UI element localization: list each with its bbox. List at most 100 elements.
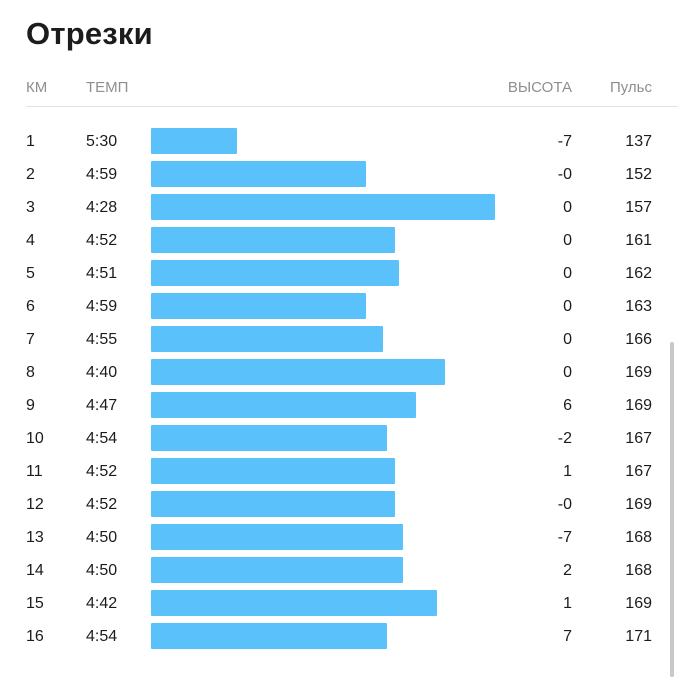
splits-table-header: КМ ТЕМП ВЫСОТА Пульс bbox=[0, 79, 678, 101]
split-row[interactable]: 7 4:55 0 166 bbox=[0, 324, 678, 357]
split-km: 1 bbox=[26, 133, 35, 151]
split-elevation: 1 bbox=[563, 595, 572, 613]
column-header-heart-rate: Пульс bbox=[610, 79, 652, 96]
column-header-elevation: ВЫСОТА bbox=[508, 79, 572, 96]
scrollbar[interactable] bbox=[670, 342, 674, 677]
split-pace-bar bbox=[151, 359, 445, 385]
column-header-km: КМ bbox=[26, 79, 47, 96]
split-heart-rate: 161 bbox=[625, 232, 652, 250]
split-elevation: -0 bbox=[558, 166, 572, 184]
column-header-pace: ТЕМП bbox=[86, 79, 128, 96]
split-heart-rate: 169 bbox=[625, 496, 652, 514]
split-elevation: -7 bbox=[558, 133, 572, 151]
split-elevation: 2 bbox=[563, 562, 572, 580]
split-pace-bar bbox=[151, 491, 395, 517]
split-pace: 5:30 bbox=[86, 133, 117, 151]
split-elevation: -2 bbox=[558, 430, 572, 448]
split-elevation: 0 bbox=[563, 199, 572, 217]
split-elevation: 0 bbox=[563, 265, 572, 283]
split-row[interactable]: 3 4:28 0 157 bbox=[0, 192, 678, 225]
split-pace: 4:59 bbox=[86, 166, 117, 184]
split-km: 14 bbox=[26, 562, 44, 580]
split-heart-rate: 169 bbox=[625, 397, 652, 415]
split-heart-rate: 168 bbox=[625, 529, 652, 547]
split-pace: 4:51 bbox=[86, 265, 117, 283]
split-pace: 4:59 bbox=[86, 298, 117, 316]
split-row[interactable]: 9 4:47 6 169 bbox=[0, 390, 678, 423]
split-pace-bar bbox=[151, 260, 399, 286]
split-heart-rate: 171 bbox=[625, 628, 652, 646]
split-pace: 4:47 bbox=[86, 397, 117, 415]
split-pace-bar bbox=[151, 293, 366, 319]
split-heart-rate: 137 bbox=[625, 133, 652, 151]
split-pace-bar bbox=[151, 194, 495, 220]
split-row[interactable]: 11 4:52 1 167 bbox=[0, 456, 678, 489]
split-elevation: -0 bbox=[558, 496, 572, 514]
split-elevation: 6 bbox=[563, 397, 572, 415]
split-km: 4 bbox=[26, 232, 35, 250]
split-pace-bar bbox=[151, 623, 387, 649]
split-pace-bar bbox=[151, 227, 395, 253]
split-km: 3 bbox=[26, 199, 35, 217]
split-row[interactable]: 8 4:40 0 169 bbox=[0, 357, 678, 390]
split-row[interactable]: 2 4:59 -0 152 bbox=[0, 159, 678, 192]
split-pace: 4:52 bbox=[86, 463, 117, 481]
split-pace: 4:52 bbox=[86, 232, 117, 250]
split-km: 10 bbox=[26, 430, 44, 448]
split-heart-rate: 162 bbox=[625, 265, 652, 283]
split-pace: 4:50 bbox=[86, 562, 117, 580]
split-pace: 4:50 bbox=[86, 529, 117, 547]
split-km: 2 bbox=[26, 166, 35, 184]
page-title: Отрезки bbox=[26, 16, 153, 52]
split-pace-bar bbox=[151, 392, 416, 418]
split-row[interactable]: 14 4:50 2 168 bbox=[0, 555, 678, 588]
split-km: 15 bbox=[26, 595, 44, 613]
split-row[interactable]: 10 4:54 -2 167 bbox=[0, 423, 678, 456]
split-km: 8 bbox=[26, 364, 35, 382]
split-row[interactable]: 13 4:50 -7 168 bbox=[0, 522, 678, 555]
split-row[interactable]: 5 4:51 0 162 bbox=[0, 258, 678, 291]
split-km: 7 bbox=[26, 331, 35, 349]
split-km: 13 bbox=[26, 529, 44, 547]
split-pace: 4:40 bbox=[86, 364, 117, 382]
split-pace: 4:42 bbox=[86, 595, 117, 613]
split-elevation: 7 bbox=[563, 628, 572, 646]
split-pace-bar bbox=[151, 128, 237, 154]
split-pace-bar bbox=[151, 590, 437, 616]
split-km: 5 bbox=[26, 265, 35, 283]
splits-list[interactable]: 1 5:30 -7 137 2 4:59 -0 152 3 4:28 0 157 4 4:52 0 161 5 4… bbox=[0, 126, 678, 654]
split-row[interactable]: 12 4:52 -0 169 bbox=[0, 489, 678, 522]
split-pace-bar bbox=[151, 458, 395, 484]
split-pace-bar bbox=[151, 161, 366, 187]
split-row[interactable]: 6 4:59 0 163 bbox=[0, 291, 678, 324]
split-heart-rate: 163 bbox=[625, 298, 652, 316]
split-elevation: 0 bbox=[563, 232, 572, 250]
split-pace: 4:54 bbox=[86, 628, 117, 646]
split-km: 16 bbox=[26, 628, 44, 646]
split-heart-rate: 167 bbox=[625, 430, 652, 448]
split-row[interactable]: 1 5:30 -7 137 bbox=[0, 126, 678, 159]
split-heart-rate: 169 bbox=[625, 595, 652, 613]
split-pace: 4:54 bbox=[86, 430, 117, 448]
split-km: 9 bbox=[26, 397, 35, 415]
split-pace-bar bbox=[151, 326, 383, 352]
split-elevation: 0 bbox=[563, 364, 572, 382]
split-row[interactable]: 15 4:42 1 169 bbox=[0, 588, 678, 621]
split-heart-rate: 168 bbox=[625, 562, 652, 580]
split-pace-bar bbox=[151, 425, 387, 451]
split-pace-bar bbox=[151, 557, 403, 583]
split-km: 6 bbox=[26, 298, 35, 316]
split-heart-rate: 157 bbox=[625, 199, 652, 217]
split-elevation: 1 bbox=[563, 463, 572, 481]
split-elevation: 0 bbox=[563, 298, 572, 316]
split-elevation: 0 bbox=[563, 331, 572, 349]
split-heart-rate: 166 bbox=[625, 331, 652, 349]
split-heart-rate: 167 bbox=[625, 463, 652, 481]
split-pace: 4:28 bbox=[86, 199, 117, 217]
split-heart-rate: 169 bbox=[625, 364, 652, 382]
split-pace-bar bbox=[151, 524, 403, 550]
split-km: 11 bbox=[26, 463, 43, 481]
split-heart-rate: 152 bbox=[625, 166, 652, 184]
split-row[interactable]: 16 4:54 7 171 bbox=[0, 621, 678, 654]
split-row[interactable]: 4 4:52 0 161 bbox=[0, 225, 678, 258]
